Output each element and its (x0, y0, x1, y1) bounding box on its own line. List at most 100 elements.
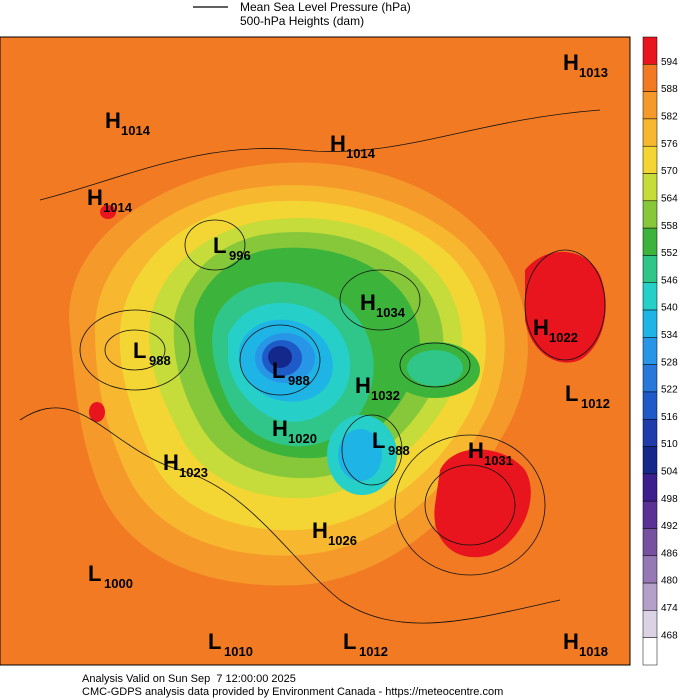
system-letter: L (133, 338, 146, 363)
system-letter: H (272, 416, 288, 441)
system-letter: H (563, 629, 579, 654)
system-value: 1018 (579, 644, 608, 659)
system-value: 996 (229, 248, 251, 263)
system-value: 1022 (549, 330, 578, 345)
colorbar-swatch (642, 364, 658, 393)
system-value: 1014 (346, 146, 376, 161)
colorbar-swatch (642, 118, 658, 147)
colorbar-label: 534 (661, 330, 678, 341)
pressure-system: H 1026 (312, 518, 357, 548)
colorbar-swatch (642, 36, 658, 65)
system-letter: L (213, 233, 226, 258)
system-letter: H (533, 315, 549, 340)
colorbar-swatch (642, 500, 658, 529)
pressure-system: H 1014 (105, 108, 151, 138)
colorbar-label: 570 (661, 166, 678, 177)
colorbar-label: 486 (661, 548, 678, 559)
system-letter: L (372, 428, 385, 453)
map-frame (0, 36, 631, 666)
pressure-system: L 996 (213, 233, 251, 263)
colorbar-label: 588 (661, 84, 678, 95)
colorbar-swatch (642, 337, 658, 365)
system-letter: L (208, 629, 221, 654)
colorbar-label: 576 (661, 139, 678, 150)
system-value: 1023 (179, 465, 208, 480)
system-value: 1032 (371, 388, 400, 403)
system-letter: L (88, 561, 101, 586)
colorbar-swatch (642, 446, 658, 475)
colorbar-label: 528 (661, 357, 678, 368)
system-letter: L (565, 381, 578, 406)
system-value: 1014 (103, 200, 133, 215)
pressure-system: H 1023 (163, 450, 208, 480)
colorbar-swatch (642, 282, 658, 311)
pressure-system: H 1034 (360, 290, 406, 320)
system-value: 1026 (328, 533, 357, 548)
colorbar-label: 492 (661, 521, 678, 532)
colorbar-label: 474 (661, 603, 678, 614)
system-letter: H (105, 108, 121, 133)
system-value: 1012 (359, 644, 388, 659)
colorbar-label: 504 (661, 467, 678, 478)
pressure-system: H 1018 (563, 629, 608, 659)
colorbar-label: 564 (661, 193, 678, 204)
system-letter: H (87, 185, 103, 210)
footer-credit: CMC-GDPS analysis data provided by Envir… (82, 686, 503, 698)
system-letter: L (272, 358, 285, 383)
system-letter: H (468, 438, 484, 463)
system-value: 1020 (288, 431, 317, 446)
colorbar-label: 594 (661, 57, 678, 68)
colorbar-swatch-empty (642, 637, 658, 666)
colorbar-swatch (642, 91, 658, 120)
pressure-system: H 1031 (468, 438, 513, 468)
colorbar-swatch (642, 200, 658, 229)
pressure-system: L 1000 (88, 561, 133, 591)
colorbar-swatch (642, 419, 658, 447)
colorbar-label: 582 (661, 112, 678, 123)
legend-fill-label: 500-hPa Heights (dam) (240, 14, 364, 28)
legend-line-label: Mean Sea Level Pressure (hPa) (240, 0, 411, 14)
system-letter: H (563, 50, 579, 75)
colorbar-label: 540 (661, 303, 678, 314)
map-field (0, 37, 630, 665)
system-value: 1014 (121, 123, 151, 138)
system-letter: H (330, 131, 346, 156)
system-value: 988 (388, 443, 410, 458)
colorbar-label: 468 (661, 630, 678, 641)
colorbar-swatch (642, 391, 658, 420)
colorbar-label: 522 (661, 385, 678, 396)
colorbar-swatch (642, 255, 658, 283)
colorbar-swatch (642, 555, 658, 584)
system-value: 1012 (581, 396, 610, 411)
system-letter: L (343, 629, 356, 654)
colorbar-swatch (642, 473, 658, 502)
system-letter: H (355, 373, 371, 398)
colorbar-label: 546 (661, 275, 678, 286)
system-letter: H (163, 450, 179, 475)
pressure-system: H 1014 (87, 185, 133, 215)
colorbar-label: 498 (661, 494, 678, 505)
pressure-system: L 988 (133, 338, 171, 368)
pressure-system: H 1022 (533, 315, 578, 345)
system-value: 1034 (376, 305, 406, 320)
system-value: 1010 (224, 644, 253, 659)
colorbar: 594 588 582 576 570 564 558 552 546 540 534 528 522 5… (642, 36, 678, 666)
system-value: 988 (288, 373, 310, 388)
pressure-system: L 988 (272, 358, 310, 388)
colorbar-label: 552 (661, 248, 678, 259)
colorbar-swatch (642, 528, 658, 557)
colorbar-label: 510 (661, 439, 678, 450)
pressure-system: L 988 (372, 428, 410, 458)
system-letter: H (360, 290, 376, 315)
colorbar-swatch (642, 227, 658, 256)
system-value: 1031 (484, 453, 513, 468)
system-value: 1013 (579, 65, 608, 80)
pressure-system: L 1010 (208, 629, 253, 659)
pressure-system: H 1032 (355, 373, 400, 403)
pressure-system: L 1012 (343, 629, 388, 659)
colorbar-swatch (642, 610, 658, 638)
pressure-system: H 1020 (272, 416, 317, 446)
system-letter: H (312, 518, 328, 543)
colorbar-label: 558 (661, 221, 678, 232)
system-value: 988 (149, 353, 171, 368)
